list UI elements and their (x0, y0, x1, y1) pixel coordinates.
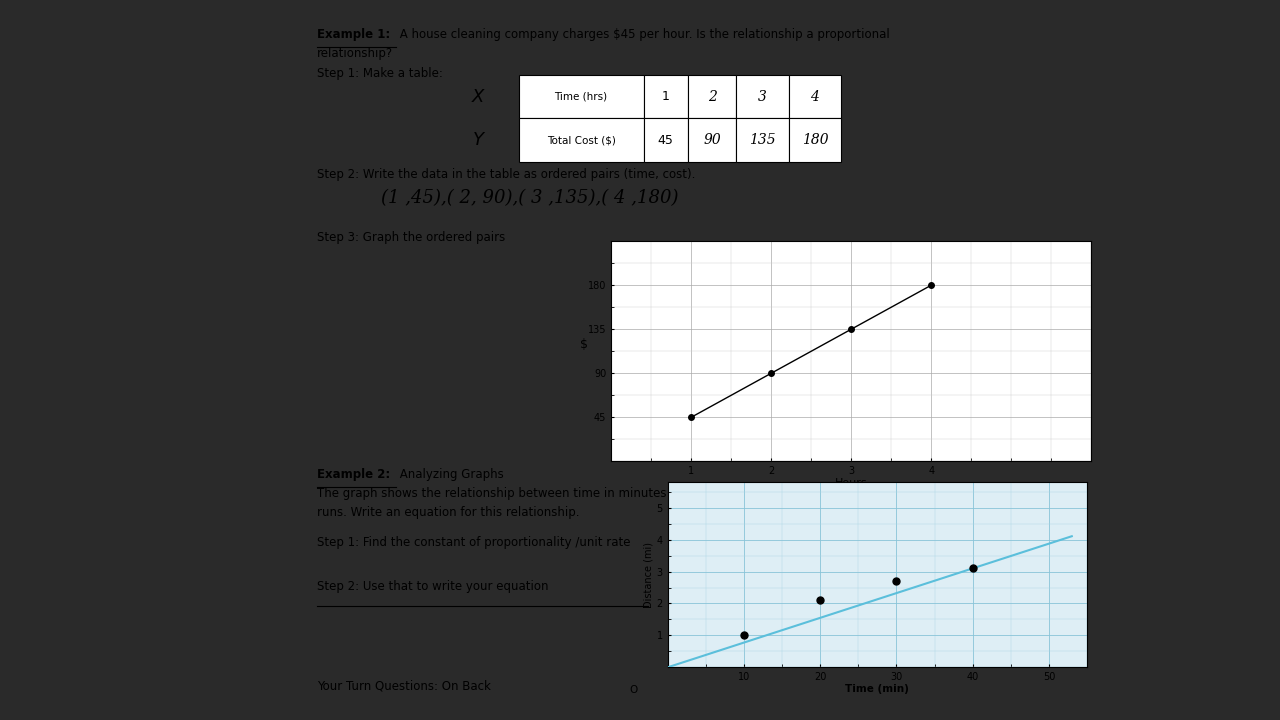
Text: 180: 180 (801, 133, 828, 147)
Text: Analyzing Graphs: Analyzing Graphs (396, 468, 504, 481)
Text: 1: 1 (662, 90, 669, 103)
Text: Example 2:: Example 2: (317, 468, 390, 481)
Text: (1 ,45),( 2, 90),( 3 ,135),( 4 ,180): (1 ,45),( 2, 90),( 3 ,135),( 4 ,180) (381, 189, 678, 207)
Text: The graph shows the relationship between time in minutes and the number of miles: The graph shows the relationship between… (317, 487, 863, 500)
Text: Example 1:: Example 1: (317, 28, 390, 41)
Text: X: X (472, 88, 484, 106)
Text: 3: 3 (758, 90, 767, 104)
Bar (644, 118, 687, 162)
Bar (518, 75, 644, 118)
Bar (644, 75, 687, 118)
X-axis label: Hours: Hours (835, 477, 868, 487)
Bar (736, 75, 788, 118)
Text: Step 2: Write the data in the table as ordered pairs (time, cost).: Step 2: Write the data in the table as o… (317, 168, 695, 181)
Y-axis label: Distance (mi): Distance (mi) (644, 541, 654, 608)
Bar (788, 118, 841, 162)
Text: Step 3: Graph the ordered pairs: Step 3: Graph the ordered pairs (317, 231, 506, 244)
Text: Your Turn Questions: On Back: Your Turn Questions: On Back (317, 680, 490, 693)
Text: Step 1: Make a table:: Step 1: Make a table: (317, 67, 443, 80)
Text: Time (hrs): Time (hrs) (554, 91, 608, 102)
Text: 45: 45 (658, 133, 673, 146)
Text: 90: 90 (703, 133, 721, 147)
Text: Total Cost ($): Total Cost ($) (547, 135, 616, 145)
Text: relationship?: relationship? (317, 47, 393, 60)
Text: 2: 2 (708, 90, 717, 104)
Bar (687, 75, 736, 118)
Text: Y: Y (472, 131, 484, 149)
Text: 135: 135 (749, 133, 776, 147)
Text: Step 2: Use that to write your equation: Step 2: Use that to write your equation (317, 580, 548, 593)
Text: runs. Write an equation for this relationship.: runs. Write an equation for this relatio… (317, 506, 580, 519)
Bar (736, 118, 788, 162)
Text: O: O (630, 685, 637, 695)
Bar (788, 75, 841, 118)
Text: A house cleaning company charges $45 per hour. Is the relationship a proportiona: A house cleaning company charges $45 per… (396, 28, 890, 41)
Text: Step 1: Find the constant of proportionality /unit rate: Step 1: Find the constant of proportiona… (317, 536, 631, 549)
Bar (518, 118, 644, 162)
Bar (687, 118, 736, 162)
X-axis label: Time (min): Time (min) (845, 683, 909, 693)
Text: 4: 4 (810, 90, 819, 104)
Y-axis label: $: $ (580, 338, 588, 351)
